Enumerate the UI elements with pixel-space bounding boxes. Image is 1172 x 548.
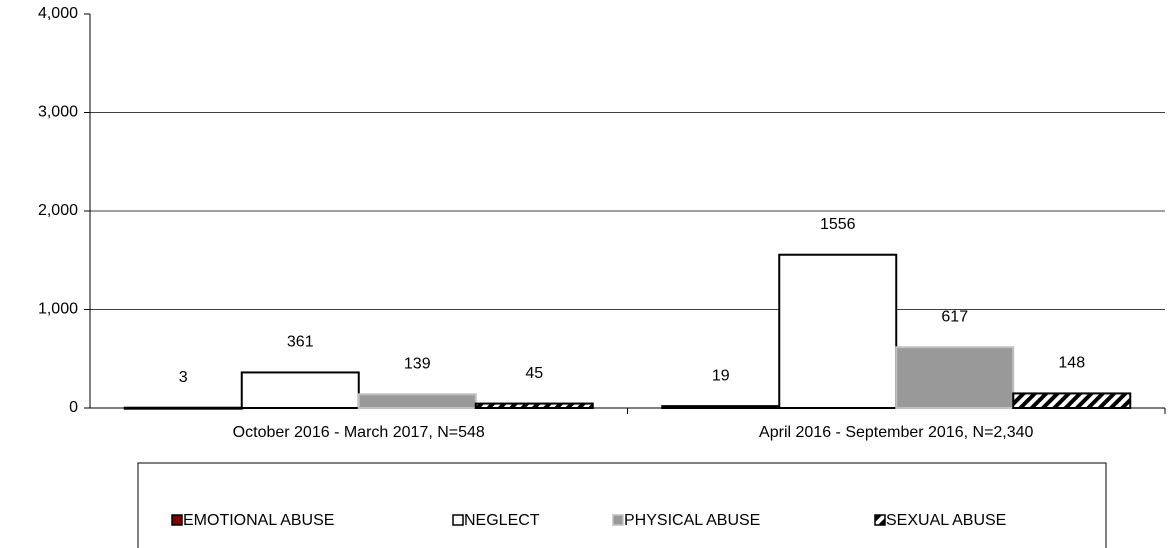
data-label: 3 xyxy=(179,369,188,386)
legend-label: NEGLECT xyxy=(464,512,540,529)
legend-label: SEXUAL ABUSE xyxy=(886,512,1006,529)
legend-marker xyxy=(612,514,624,526)
legend-marker xyxy=(452,514,464,526)
bar xyxy=(357,393,477,410)
data-label: 361 xyxy=(287,334,314,351)
x-tick-label: October 2016 - March 2017, N=548 xyxy=(233,424,485,441)
legend-box xyxy=(137,462,1107,548)
bar xyxy=(778,253,898,409)
data-label: 45 xyxy=(525,365,543,382)
legend-label: EMOTIONAL ABUSE xyxy=(183,512,334,529)
x-tick-label: April 2016 - September 2016, N=2,340 xyxy=(759,424,1034,441)
bar xyxy=(1012,392,1132,409)
legend-marker xyxy=(171,514,183,526)
data-label: 1556 xyxy=(820,216,856,233)
bar xyxy=(123,406,243,410)
y-tick-label: 4,000 xyxy=(38,5,78,22)
legend-marker xyxy=(874,514,886,526)
data-label: 617 xyxy=(941,308,968,325)
legend-label: PHYSICAL ABUSE xyxy=(624,512,760,529)
data-label: 19 xyxy=(712,367,730,384)
data-label: 148 xyxy=(1058,355,1085,372)
y-tick-label: 1,000 xyxy=(38,301,78,318)
bar xyxy=(474,402,594,410)
bar xyxy=(661,405,781,410)
y-tick-label: 3,000 xyxy=(38,104,78,121)
data-label: 139 xyxy=(404,356,431,373)
y-tick-label: 2,000 xyxy=(38,202,78,219)
bar xyxy=(240,371,360,409)
y-tick-label: 0 xyxy=(69,399,78,416)
bar xyxy=(895,346,1015,409)
